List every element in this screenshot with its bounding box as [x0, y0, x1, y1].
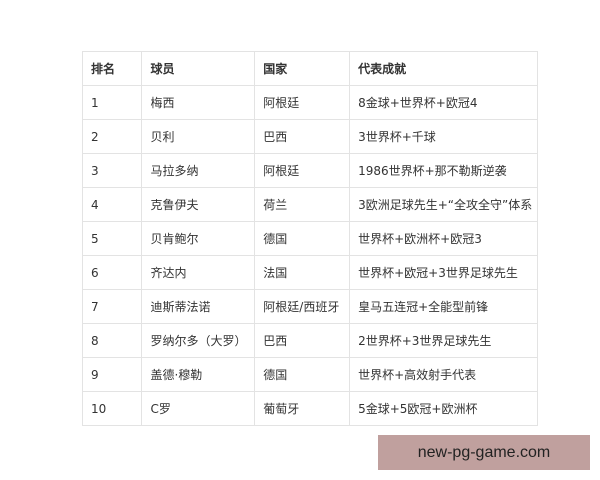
country-cell: 德国 [254, 221, 351, 256]
player-cell: 罗纳尔多（大罗） [141, 323, 256, 358]
table-row: 2 贝利 巴西 3世界杯+千球 [81, 119, 538, 154]
country-cell: 阿根廷 [254, 153, 351, 188]
table-row: 1 梅西 阿根廷 8金球+世界杯+欧冠4 [81, 85, 538, 120]
player-cell: 贝利 [141, 119, 256, 154]
header-rank: 排名 [81, 51, 143, 86]
table-row: 7 迪斯蒂法诺 阿根廷/西班牙 皇马五连冠+全能型前锋 [81, 289, 538, 324]
country-cell: 阿根廷/西班牙 [254, 289, 351, 324]
player-cell: 齐达内 [141, 255, 256, 290]
table-row: 6 齐达内 法国 世界杯+欧冠+3世界足球先生 [81, 255, 538, 290]
table-row: 10 C罗 葡萄牙 5金球+5欧冠+欧洲杯 [81, 391, 538, 426]
country-cell: 荷兰 [254, 187, 351, 222]
player-cell: 贝肯鲍尔 [141, 221, 256, 256]
achievements-cell: 8金球+世界杯+欧冠4 [349, 85, 538, 120]
achievements-cell: 3世界杯+千球 [349, 119, 538, 154]
rank-cell: 4 [81, 187, 143, 222]
player-cell: C罗 [141, 391, 256, 426]
country-cell: 法国 [254, 255, 351, 290]
watermark: new-pg-game.com [378, 435, 590, 470]
country-cell: 葡萄牙 [254, 391, 351, 426]
achievements-cell: 5金球+5欧冠+欧洲杯 [349, 391, 538, 426]
achievements-cell: 1986世界杯+那不勒斯逆袭 [349, 153, 538, 188]
table-row: 9 盖德·穆勒 德国 世界杯+高效射手代表 [81, 357, 538, 392]
achievements-cell: 世界杯+高效射手代表 [349, 357, 538, 392]
country-cell: 巴西 [254, 323, 351, 358]
rank-cell: 3 [81, 153, 143, 188]
rank-cell: 5 [81, 221, 143, 256]
header-player: 球员 [141, 51, 256, 86]
achievements-cell: 皇马五连冠+全能型前锋 [349, 289, 538, 324]
table-row: 3 马拉多纳 阿根廷 1986世界杯+那不勒斯逆袭 [81, 153, 538, 188]
table-row: 8 罗纳尔多（大罗） 巴西 2世界杯+3世界足球先生 [81, 323, 538, 358]
achievements-cell: 世界杯+欧冠+3世界足球先生 [349, 255, 538, 290]
table-row: 4 克鲁伊夫 荷兰 3欧洲足球先生+“全攻全守”体系 [81, 187, 538, 222]
table-row: 5 贝肯鲍尔 德国 世界杯+欧洲杯+欧冠3 [81, 221, 538, 256]
rank-cell: 1 [81, 85, 143, 120]
rank-cell: 9 [81, 357, 143, 392]
player-cell: 马拉多纳 [141, 153, 256, 188]
achievements-cell: 3欧洲足球先生+“全攻全守”体系 [349, 187, 538, 222]
rank-cell: 10 [81, 391, 143, 426]
rank-cell: 8 [81, 323, 143, 358]
rank-cell: 7 [81, 289, 143, 324]
ranking-table: 排名 球员 国家 代表成就 1 梅西 阿根廷 8金球+世界杯+欧冠4 2 贝利 巴西 3世界杯… [81, 51, 538, 426]
achievements-cell: 2世界杯+3世界足球先生 [349, 323, 538, 358]
player-cell: 克鲁伊夫 [141, 187, 256, 222]
player-cell: 梅西 [141, 85, 256, 120]
header-achievements: 代表成就 [349, 51, 538, 86]
table-header-row: 排名 球员 国家 代表成就 [81, 51, 538, 86]
country-cell: 德国 [254, 357, 351, 392]
rank-cell: 6 [81, 255, 143, 290]
achievements-cell: 世界杯+欧洲杯+欧冠3 [349, 221, 538, 256]
player-cell: 盖德·穆勒 [141, 357, 256, 392]
player-cell: 迪斯蒂法诺 [141, 289, 256, 324]
header-country: 国家 [254, 51, 351, 86]
country-cell: 阿根廷 [254, 85, 351, 120]
country-cell: 巴西 [254, 119, 351, 154]
rank-cell: 2 [81, 119, 143, 154]
